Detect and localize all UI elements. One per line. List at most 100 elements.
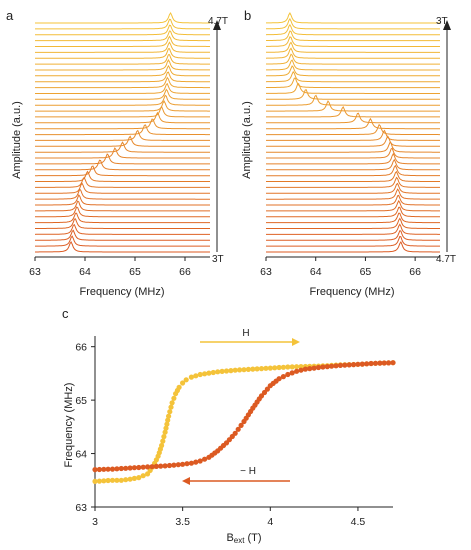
panel-b: 63 64 65 66 Frequency (MHz) Amplitude (a.u.… — [241, 12, 456, 298]
spectrum-trace-a-17 — [35, 141, 210, 153]
data-point-series0-9 — [131, 475, 137, 481]
x-tick-label-b-1: 64 — [310, 266, 322, 278]
spectrum-trace-a-21 — [35, 118, 210, 130]
x-tick-label-a-1: 64 — [79, 266, 91, 278]
x-tick-label-b-3: 66 — [409, 266, 421, 278]
panel-label-a: a — [6, 8, 14, 23]
spectrum-trace-b-38 — [266, 17, 440, 30]
x-tick-label-c-2: 4 — [267, 516, 273, 528]
spectrum-trace-b-21 — [266, 117, 440, 130]
data-point-series0-10 — [136, 475, 142, 481]
data-point-series1-19 — [175, 462, 181, 468]
spectrum-trace-b-14 — [266, 158, 440, 171]
data-point-series0-4 — [109, 477, 116, 483]
data-point-series1-46 — [258, 393, 265, 399]
data-point-series0-11 — [140, 473, 146, 479]
spectrum-trace-a-2 — [35, 229, 210, 241]
data-point-series1-22 — [188, 460, 194, 466]
y-tick-label-c-0: 63 — [75, 502, 87, 514]
data-point-series0-7 — [123, 477, 129, 483]
spectrum-trace-a-4 — [35, 218, 210, 229]
x-axis-title-c: Bext (T) — [226, 532, 261, 545]
data-point-series0-5 — [114, 477, 120, 483]
data-point-series1-68 — [346, 362, 352, 368]
panel-a: 63 64 65 66 Frequency (MHz) Amplitude (a.u.… — [11, 12, 228, 298]
spectrum-trace-b-33 — [265, 47, 440, 59]
data-point-series1-59 — [307, 366, 313, 372]
spectrum-trace-a-35 — [35, 35, 210, 47]
spectrum-trace-a-22 — [35, 111, 210, 124]
data-point-series0-8 — [127, 476, 133, 482]
spectrum-trace-b-31 — [266, 59, 440, 71]
data-point-series1-67 — [342, 362, 348, 368]
spectrum-trace-b-1 — [266, 235, 440, 247]
data-point-series1-37 — [238, 422, 244, 428]
data-point-series1-16 — [162, 463, 168, 469]
data-point-series0-54 — [263, 365, 269, 371]
x-axis-title-main: B — [226, 532, 233, 544]
data-point-series0-49 — [241, 367, 247, 373]
data-point-series1-9 — [131, 465, 137, 471]
x-axis-title-a: Frequency (MHz) — [80, 286, 165, 298]
spectrum-trace-a-32 — [35, 54, 210, 65]
spectrum-trace-b-37 — [265, 23, 440, 36]
data-point-series1-8 — [127, 465, 133, 471]
spectrum-trace-a-20 — [35, 124, 210, 136]
y-axis-title-a: Amplitude (a.u.) — [11, 101, 23, 179]
data-point-series0-38 — [193, 373, 199, 379]
spectrum-trace-a-26 — [35, 88, 210, 100]
data-point-series1-64 — [329, 363, 335, 369]
data-point-series1-57 — [298, 367, 304, 373]
panel-label-b: b — [244, 8, 251, 23]
y-axis-title-b: Amplitude (a.u.) — [241, 101, 253, 179]
x-tick-label-a-2: 65 — [129, 266, 141, 278]
spectrum-trace-a-34 — [35, 41, 210, 53]
data-point-series1-6 — [118, 465, 124, 472]
data-point-series0-28 — [167, 409, 173, 415]
x-tick-label-b-2: 65 — [360, 266, 372, 278]
spectrum-trace-a-10 — [35, 182, 210, 194]
spectrum-trace-b-5 — [266, 212, 440, 224]
spectrum-trace-a-18 — [35, 135, 210, 147]
spectrum-trace-b-24 — [266, 100, 440, 112]
spectrum-trace-a-3 — [34, 223, 210, 235]
data-point-series1-14 — [153, 463, 159, 469]
data-point-series0-62 — [298, 364, 304, 370]
spectrum-trace-a-15 — [35, 153, 210, 165]
spectrum-trace-a-0 — [35, 241, 210, 253]
data-point-series1-20 — [180, 461, 186, 467]
spectrum-trace-b-29 — [265, 70, 440, 83]
data-point-series1-69 — [351, 362, 357, 368]
spectrum-trace-b-8 — [266, 194, 440, 206]
spectrum-trace-a-28 — [35, 76, 210, 89]
data-point-series0-36 — [183, 377, 189, 383]
data-point-series0-53 — [258, 366, 265, 372]
spectrum-trace-b-32 — [266, 53, 440, 65]
data-point-series1-60 — [311, 365, 317, 371]
data-point-series1-23 — [193, 459, 199, 465]
arrow-up-sweep-head-c — [292, 338, 300, 346]
data-point-series1-7 — [123, 465, 129, 471]
data-point-series1-5 — [114, 466, 120, 472]
spectrum-trace-b-28 — [266, 77, 440, 89]
spectrum-trace-b-13 — [266, 164, 440, 177]
y-ticks-c: 63 64 65 66 — [75, 342, 95, 514]
sweep-label-bottom-b: 4.7T — [436, 254, 456, 265]
y-tick-label-c-1: 64 — [75, 449, 87, 461]
data-point-series0-40 — [202, 371, 208, 377]
data-point-series0-55 — [267, 365, 273, 371]
data-point-series1-48 — [264, 386, 270, 392]
data-point-series0-60 — [289, 364, 295, 370]
panel-c: 3 3.5 4 4.5 63 64 65 66 Frequency (MHz) Bext (… — [63, 328, 396, 545]
data-point-series0-41 — [206, 370, 212, 376]
spectrum-trace-a-6 — [35, 206, 210, 218]
spectrum-trace-a-5 — [35, 212, 210, 224]
data-point-series1-47 — [261, 389, 268, 396]
scatter-points-c — [92, 360, 396, 484]
spectrum-trace-b-39 — [266, 12, 440, 24]
y-tick-label-c-2: 65 — [75, 395, 87, 407]
data-point-series1-24 — [197, 458, 203, 464]
spectrum-trace-a-31 — [35, 59, 210, 71]
spectrum-trace-b-36 — [266, 30, 440, 42]
sweep-label-top-b: 3T — [436, 16, 448, 27]
